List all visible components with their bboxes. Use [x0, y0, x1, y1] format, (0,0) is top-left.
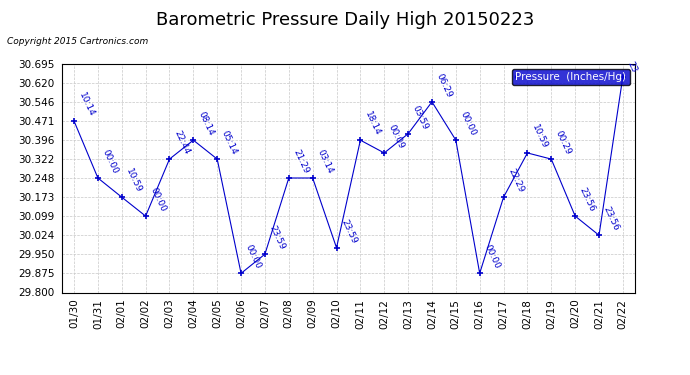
Text: 03:59: 03:59	[411, 104, 430, 131]
Text: 00:29: 00:29	[554, 129, 573, 156]
Text: 03:14: 03:14	[315, 148, 335, 175]
Text: 00:00: 00:00	[459, 110, 477, 137]
Text: 10:59: 10:59	[530, 123, 549, 150]
Text: 23:59: 23:59	[268, 224, 287, 251]
Text: 00:00: 00:00	[244, 243, 263, 270]
Text: 23:56: 23:56	[602, 206, 621, 232]
Text: Copyright 2015 Cartronics.com: Copyright 2015 Cartronics.com	[7, 38, 148, 46]
Text: 05:14: 05:14	[220, 129, 239, 156]
Text: 08:14: 08:14	[196, 110, 215, 137]
Text: 00:00: 00:00	[148, 186, 168, 213]
Text: 00:09: 00:09	[387, 123, 406, 150]
Text: 21:29: 21:29	[292, 148, 310, 175]
Text: Barometric Pressure Daily High 20150223: Barometric Pressure Daily High 20150223	[156, 11, 534, 29]
Text: 22:29: 22:29	[506, 168, 525, 194]
Text: 23:59: 23:59	[339, 218, 358, 245]
Text: 23:56: 23:56	[578, 186, 597, 213]
Legend: Pressure  (Inches/Hg): Pressure (Inches/Hg)	[513, 69, 629, 85]
Text: 22:44: 22:44	[172, 129, 191, 156]
Text: 06:29: 06:29	[435, 72, 454, 99]
Text: 00:00: 00:00	[482, 243, 502, 270]
Text: 10:59: 10:59	[124, 167, 144, 194]
Text: 18:14: 18:14	[363, 110, 382, 137]
Text: 00:00: 00:00	[101, 148, 120, 175]
Text: 23: 23	[626, 60, 639, 74]
Text: 10:14: 10:14	[77, 91, 96, 118]
